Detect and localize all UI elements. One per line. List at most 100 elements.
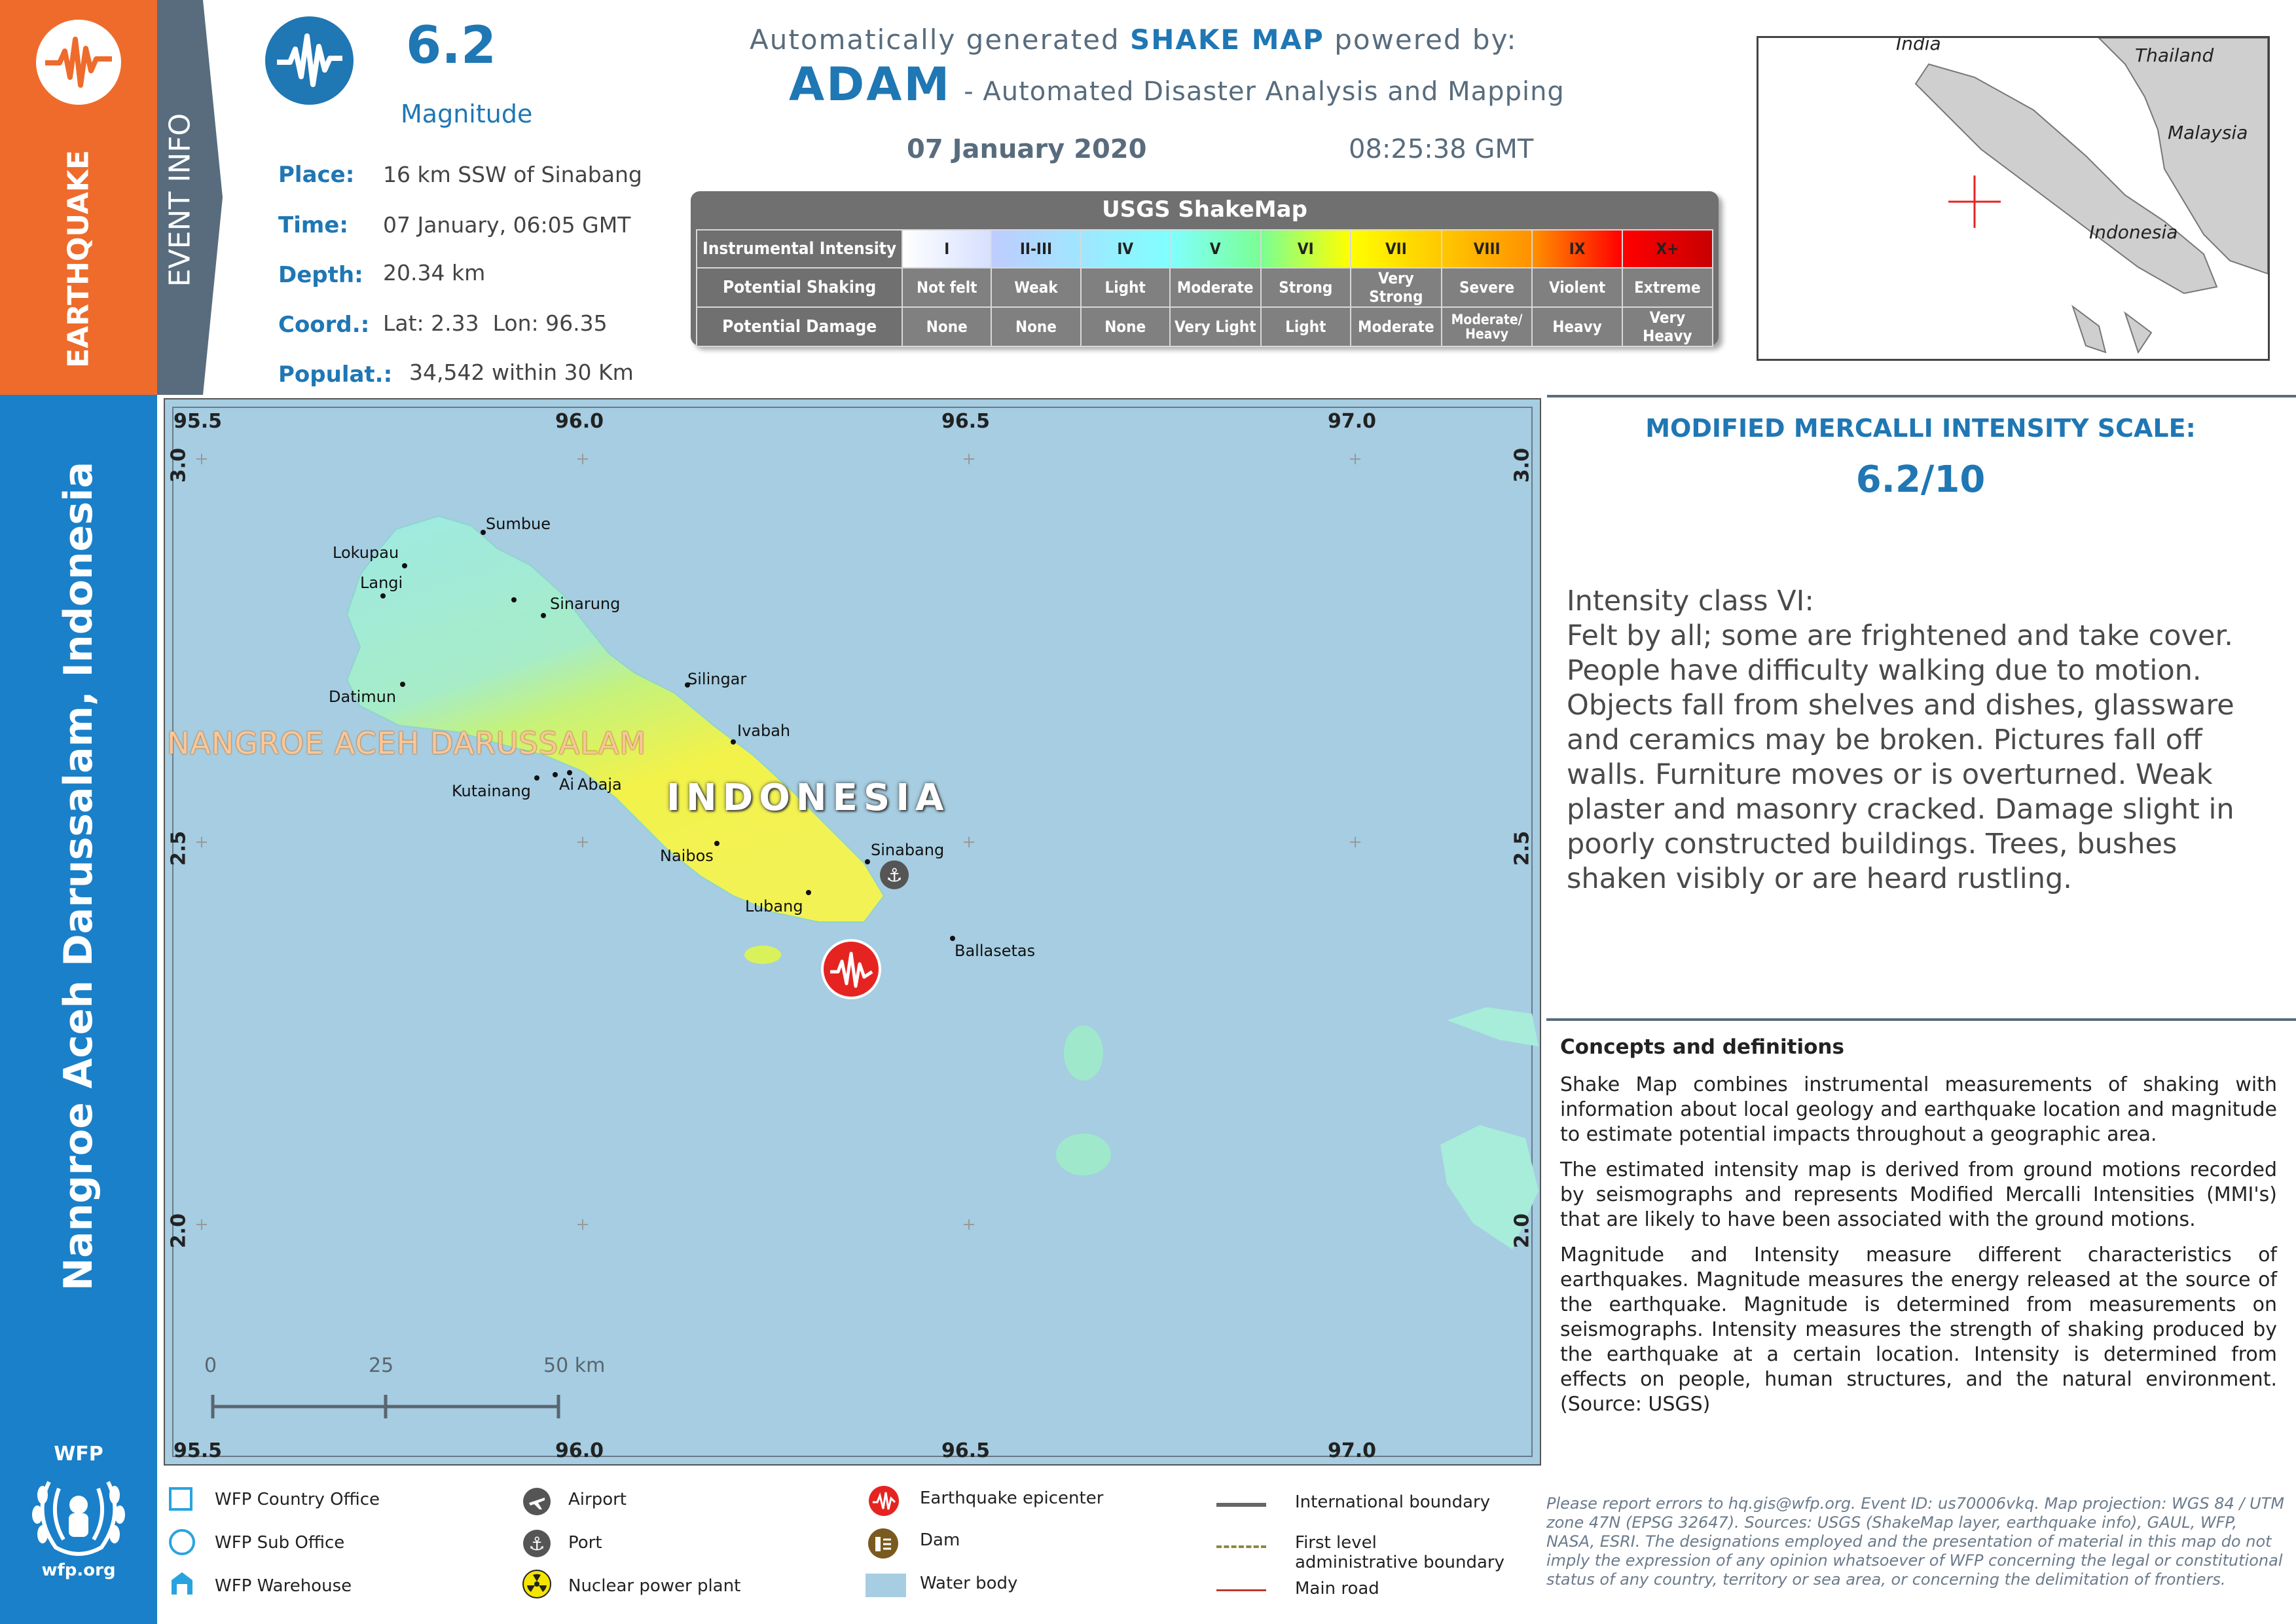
svg-text:⚓: ⚓: [528, 1533, 545, 1555]
nuclear-icon: [522, 1570, 551, 1598]
legend-dam: Dam: [920, 1530, 960, 1550]
legend-epicenter: Earthquake epicenter: [920, 1488, 1104, 1508]
place-label: Place:: [278, 162, 355, 188]
intensity-cell: VI: [1260, 229, 1351, 268]
province-label: NANGROE ACEH DARUSSALAM: [167, 726, 647, 761]
lat-tick: 2.0: [167, 1213, 191, 1249]
damage-cell: Moderate: [1349, 306, 1442, 347]
concepts-section: Concepts and definitions Shake Map combi…: [1560, 1035, 2277, 1428]
seismograph-icon: [277, 33, 342, 87]
airport-icon: [523, 1488, 551, 1515]
shake-map: ⚓ 95.5 96.0 96.5 97.0 95.5 96.0 96.5 97.…: [162, 397, 1542, 1467]
place-label: Ai: [559, 775, 575, 794]
row-potential-damage: Potential Damage None None None Very Lig…: [695, 306, 1714, 347]
region-title: Nangroe Aceh Darussalam, Indonesia: [56, 461, 101, 1291]
shaking-cell: Not felt: [902, 267, 993, 308]
legend-sub-office: WFP Sub Office: [215, 1533, 345, 1553]
shakemap-table: USGS ShakeMap Instrumental Intensity I I…: [691, 191, 1719, 347]
shaking-cell: Strong: [1260, 267, 1351, 308]
place-label: Sinarung: [550, 595, 621, 613]
islet: [1056, 1134, 1111, 1175]
legend-port: Port: [568, 1533, 602, 1553]
intensity-grid: Instrumental Intensity I II-III IV V VI …: [695, 229, 1714, 347]
lon-tick-bottom: 97.0: [1328, 1439, 1377, 1462]
row-potential-shaking: Potential Shaking Not felt Weak Light Mo…: [695, 267, 1714, 308]
country-office-icon: [169, 1487, 192, 1511]
row-label: Potential Damage: [695, 306, 903, 347]
time-label: Time:: [278, 212, 348, 238]
shaking-cell: Light: [1080, 267, 1171, 308]
header-line1: Automatically generated SHAKE MAP powere…: [750, 24, 1518, 56]
wfp-url: wfp.org: [41, 1560, 116, 1580]
place-label: Lokupau: [333, 544, 399, 562]
earthquake-logo: [36, 20, 121, 105]
event-info-tab: EVENT INFO: [157, 0, 223, 395]
adam-description: - Automated Disaster Analysis and Mappin…: [964, 77, 1565, 107]
place-label: Lubang: [745, 897, 803, 915]
place-label: Sinabang: [871, 841, 945, 859]
inset-label-india: India: [1896, 36, 1941, 54]
concepts-paragraph: Magnitude and Intensity measure differen…: [1560, 1244, 2277, 1416]
place-label: Silingar: [687, 670, 747, 688]
mmi-description-block: Intensity class VI: Felt by all; some ar…: [1567, 584, 2267, 896]
place-label: Datimun: [329, 688, 397, 706]
lat-tick-right: 2.0: [1510, 1213, 1534, 1249]
depth-value: 20.34 km: [383, 260, 486, 286]
islet: [744, 946, 781, 964]
lon-tick: 96.0: [555, 410, 604, 433]
dam-icon: [868, 1528, 898, 1559]
shakemap-table-title: USGS ShakeMap: [1102, 196, 1307, 223]
hazard-banner: EARTHQUAKE: [0, 0, 157, 395]
coord-label: Coord.:: [278, 312, 370, 338]
damage-cell: None: [991, 306, 1082, 347]
main-road-line: [1216, 1589, 1266, 1591]
map-canvas: ⚓: [162, 397, 1542, 1467]
wfp-label: WFP: [54, 1443, 103, 1466]
magnitude-icon-circle: [265, 16, 354, 105]
report-time: 08:25:38 GMT: [1349, 134, 1534, 164]
intensity-cell: V: [1169, 229, 1262, 268]
place-label: Naibos: [660, 847, 714, 865]
scale-bar: [211, 1395, 560, 1418]
intensity-cell: IX: [1531, 229, 1623, 268]
lon-tick-bottom: 96.0: [555, 1439, 604, 1462]
concepts-paragraph: Shake Map combines instrumental measurem…: [1560, 1073, 2277, 1146]
shaking-cell: Extreme: [1621, 267, 1714, 308]
shaking-cell: Severe: [1440, 267, 1533, 308]
damage-cell: Moderate/ Heavy: [1440, 306, 1533, 347]
concepts-title: Concepts and definitions: [1560, 1035, 1844, 1059]
place-label: Abaja: [577, 775, 622, 794]
legend: WFP Country Office WFP Sub Office WFP Wa…: [157, 1470, 1545, 1624]
place-markers: [380, 530, 955, 941]
scale-label: 0: [204, 1354, 217, 1377]
report-date: 07 January 2020: [907, 134, 1147, 164]
depth-label: Depth:: [278, 262, 363, 288]
shaking-cell: Violent: [1531, 267, 1623, 308]
inset-map: India Thailand Malaysia Indonesia: [1757, 36, 2270, 361]
damage-cell: Heavy: [1531, 306, 1623, 347]
place-label: Kutainang: [452, 782, 531, 800]
shaking-cell: Moderate: [1169, 267, 1262, 308]
country-label: INDONESIA: [666, 777, 950, 819]
header-divider: [1547, 395, 2296, 397]
inset-map-svg: [1914, 38, 2268, 354]
legend-country-office: WFP Country Office: [215, 1490, 380, 1509]
lon-tick-bottom: 96.5: [941, 1439, 991, 1462]
wfp-emblem-icon: [32, 1481, 125, 1556]
hazard-label: EARTHQUAKE: [62, 150, 96, 368]
place-label: Sumbue: [486, 515, 551, 533]
scale-label: 50 km: [543, 1354, 606, 1377]
shaking-cell: Very Strong: [1349, 267, 1442, 308]
legend-main-road: Main road: [1295, 1579, 1379, 1598]
intl-boundary-line: [1216, 1503, 1266, 1507]
lat-tick-right: 3.0: [1510, 447, 1534, 483]
header-shakemap: SHAKE MAP: [1129, 24, 1324, 56]
event-info-label: EVENT INFO: [163, 113, 197, 287]
inset-label-thailand: Thailand: [2135, 45, 2214, 66]
svg-text:⚓: ⚓: [886, 864, 902, 886]
mmi-description: Felt by all; some are frightened and tak…: [1567, 619, 2234, 895]
islet: [1064, 1025, 1103, 1080]
shaking-cell: Weak: [991, 267, 1082, 308]
damage-cell: None: [902, 306, 993, 347]
legend-water: Water body: [920, 1574, 1018, 1593]
